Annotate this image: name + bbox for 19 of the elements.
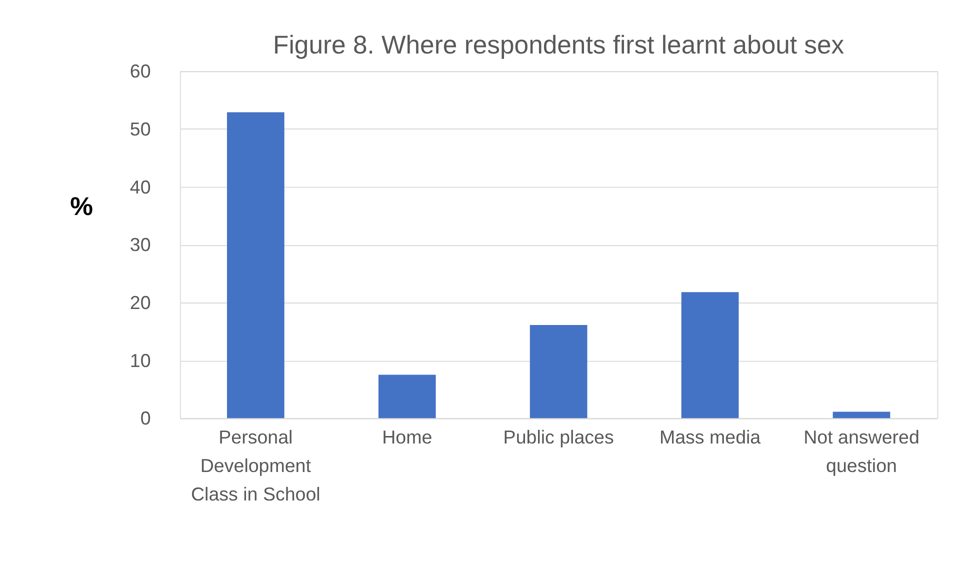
x-tick-label: Not answered question [804, 426, 920, 476]
y-tick-label: 20 [130, 292, 151, 313]
bar [832, 412, 890, 418]
y-tick-label: 60 [130, 60, 151, 82]
y-axis-title: % [70, 193, 94, 221]
bar [681, 292, 739, 418]
bar [378, 374, 436, 418]
y-tick-label: 50 [130, 118, 151, 140]
bar [530, 325, 588, 418]
y-tick-label: 30 [130, 234, 151, 256]
bar [226, 112, 284, 418]
x-tick-label: Mass media [659, 426, 762, 448]
x-tick-label: Home [382, 426, 432, 448]
x-tick-label: Public places [503, 426, 614, 448]
y-tick-label: 40 [130, 176, 151, 198]
y-tick-label: 10 [130, 350, 151, 371]
chart-title: Figure 8. Where respondents first learnt about sex [273, 31, 844, 60]
y-tick-label: 0 [140, 408, 151, 429]
x-tick-label: Personal Development Class in School [190, 426, 320, 505]
